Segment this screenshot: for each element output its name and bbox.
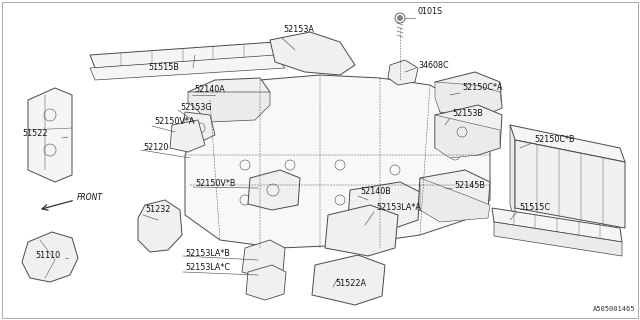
- Polygon shape: [90, 42, 285, 68]
- Text: 52140B: 52140B: [360, 188, 391, 196]
- Polygon shape: [515, 140, 625, 228]
- Text: A505001465: A505001465: [593, 306, 635, 312]
- Polygon shape: [435, 72, 502, 118]
- Polygon shape: [435, 105, 502, 155]
- Polygon shape: [348, 182, 420, 228]
- Polygon shape: [170, 120, 205, 152]
- Polygon shape: [270, 32, 355, 75]
- Text: 52150V*A: 52150V*A: [154, 117, 195, 126]
- Text: 0101S: 0101S: [418, 7, 443, 17]
- Polygon shape: [388, 60, 418, 85]
- Text: 52150V*B: 52150V*B: [195, 179, 236, 188]
- Polygon shape: [418, 170, 490, 218]
- Polygon shape: [188, 78, 270, 112]
- Polygon shape: [28, 88, 72, 182]
- Text: 52153G: 52153G: [180, 102, 212, 111]
- Text: 51232: 51232: [145, 205, 170, 214]
- Text: 52150C*A: 52150C*A: [462, 84, 502, 92]
- Polygon shape: [420, 178, 490, 222]
- Text: 51522A: 51522A: [335, 279, 366, 289]
- Text: 52120: 52120: [143, 142, 168, 151]
- Text: FRONT: FRONT: [77, 194, 103, 203]
- Polygon shape: [435, 82, 502, 118]
- Text: 52153LA*B: 52153LA*B: [185, 249, 230, 258]
- Circle shape: [397, 15, 403, 20]
- Polygon shape: [182, 112, 215, 142]
- Text: 52153LA*A: 52153LA*A: [376, 204, 421, 212]
- Polygon shape: [138, 200, 182, 252]
- Polygon shape: [246, 265, 286, 300]
- Text: 52150C*B: 52150C*B: [534, 135, 575, 145]
- Text: 51515C: 51515C: [519, 203, 550, 212]
- Text: 34608C: 34608C: [418, 60, 449, 69]
- Polygon shape: [325, 205, 398, 256]
- Polygon shape: [494, 222, 622, 256]
- Polygon shape: [435, 115, 500, 158]
- Polygon shape: [510, 125, 625, 162]
- Polygon shape: [185, 75, 490, 248]
- Polygon shape: [248, 170, 300, 210]
- Polygon shape: [188, 92, 270, 122]
- Polygon shape: [90, 55, 285, 80]
- Text: 52153B: 52153B: [452, 108, 483, 117]
- Text: 52140A: 52140A: [194, 85, 225, 94]
- Polygon shape: [22, 232, 78, 282]
- Polygon shape: [510, 125, 515, 220]
- Text: 52153LA*C: 52153LA*C: [185, 263, 230, 273]
- Text: 52153A: 52153A: [283, 26, 314, 35]
- Text: 52145B: 52145B: [454, 180, 485, 189]
- Text: 51110: 51110: [35, 251, 60, 260]
- Polygon shape: [312, 255, 385, 305]
- Text: 51515B: 51515B: [148, 63, 179, 73]
- Text: 51522: 51522: [22, 130, 47, 139]
- Polygon shape: [242, 240, 285, 278]
- Polygon shape: [492, 208, 622, 242]
